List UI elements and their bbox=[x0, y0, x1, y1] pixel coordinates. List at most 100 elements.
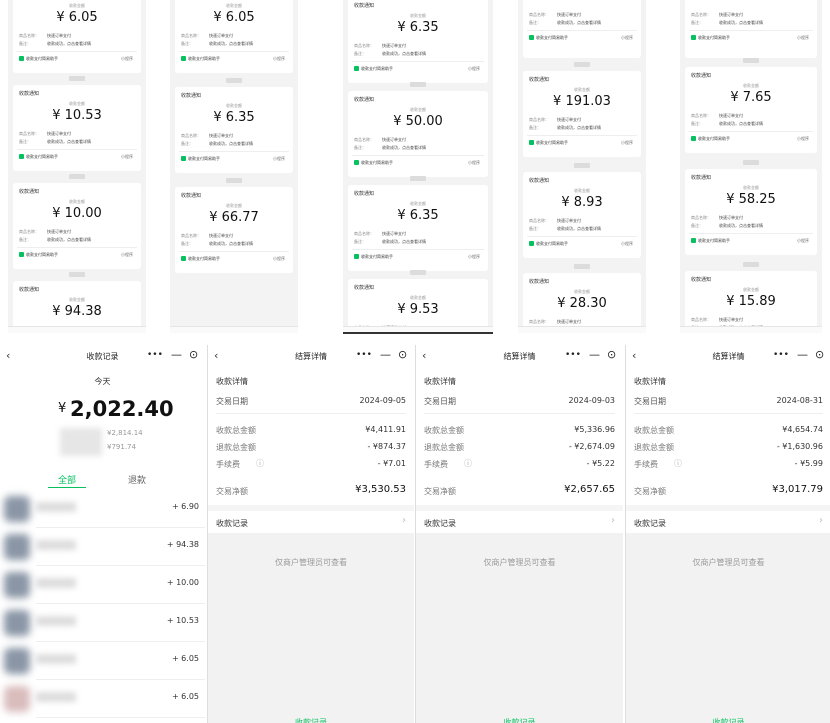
card-header: 收款通知 bbox=[529, 77, 550, 83]
name-blur bbox=[36, 540, 76, 550]
divider bbox=[634, 413, 823, 414]
divider bbox=[689, 30, 813, 31]
footer-right: 小程序 bbox=[121, 252, 133, 257]
footer-left: 收款支付简易助手 bbox=[536, 140, 568, 145]
field-value: 快速订单支付 bbox=[557, 218, 581, 223]
footer-left: 收款支付简易助手 bbox=[698, 136, 730, 141]
amount: ¥ 50.00 bbox=[393, 114, 443, 129]
card-header: 收款通知 bbox=[19, 189, 40, 195]
field-label: 备注： bbox=[19, 41, 31, 46]
field-label: 商品名称： bbox=[529, 218, 549, 223]
divider bbox=[689, 233, 813, 234]
record-amount: + 6.05 bbox=[171, 654, 199, 663]
detail-label: 手续费 bbox=[634, 460, 658, 469]
field-value: 快速订单支付 bbox=[209, 233, 233, 238]
page-title: 结算详情 bbox=[295, 352, 327, 361]
notification-card: 收款通知 收款金额 ¥ 6.35 商品名称： 快速订单支付 备注： 收款成功，点击查看详情收… bbox=[348, 0, 488, 83]
menu-icon: ••• bbox=[773, 350, 789, 360]
menu-icon: ••• bbox=[565, 350, 581, 360]
refund-amount: ¥791.74 bbox=[107, 443, 136, 451]
amount: ¥ 58.25 bbox=[726, 192, 776, 207]
close-icon: ⊙ bbox=[607, 348, 617, 361]
field-label: 商品名称： bbox=[19, 131, 39, 136]
field-label: 商品名称： bbox=[181, 33, 201, 38]
row-divider bbox=[36, 679, 205, 680]
mini-icon bbox=[181, 56, 186, 61]
detail-value: - ¥1,630.96 bbox=[776, 442, 823, 451]
footer-button: 收款记录 bbox=[712, 718, 745, 723]
close-icon: ⊙ bbox=[398, 348, 408, 361]
detail-label: 收款总金额 bbox=[634, 426, 674, 435]
amount: ¥ 8.93 bbox=[561, 195, 603, 210]
field-label: 商品名称： bbox=[19, 229, 39, 234]
mini-icon bbox=[354, 254, 359, 259]
row-divider bbox=[36, 717, 205, 718]
amount-label: 收款金额 bbox=[226, 203, 242, 208]
time-chip bbox=[226, 78, 242, 83]
field-label: 备注： bbox=[529, 125, 541, 130]
card-header: 收款通知 bbox=[19, 287, 40, 293]
field-value: 快速订单支付 bbox=[382, 43, 406, 48]
field-label: 商品名称： bbox=[529, 12, 549, 17]
field-label: 备注： bbox=[354, 239, 366, 244]
feed-panel: 商品名称： 快速订单支付 备注： 收款成功，点击查看详情 收款支付简易助手 小程序 收款通知… bbox=[518, 0, 646, 333]
card-header: 收款通知 bbox=[691, 175, 712, 181]
field-label: 商品名称： bbox=[354, 231, 374, 236]
bottom-bar bbox=[170, 326, 298, 333]
notification-card: 收款通知 收款金额 ¥ 58.25 商品名称： 快速订单支付 备注： 收款成功，点击查看详情… bbox=[685, 169, 817, 255]
divider bbox=[179, 151, 289, 152]
card-header: 收款通知 bbox=[181, 193, 202, 199]
field-label: 商品名称： bbox=[691, 113, 711, 118]
amount-label: 收款金额 bbox=[574, 289, 590, 294]
field-label: 备注： bbox=[529, 20, 541, 25]
divider bbox=[208, 505, 414, 511]
detail-value: ¥5,336.96 bbox=[574, 425, 615, 434]
notification-card: 收款通知 收款金额 ¥ 10.00 商品名称： 快速订单支付 备注： 收款成功，点击查看详情… bbox=[13, 183, 141, 269]
amount: ¥ 66.77 bbox=[209, 210, 259, 225]
field-label: 备注： bbox=[181, 141, 193, 146]
time-chip bbox=[410, 82, 426, 87]
feed-panel: 收款通知 收款金额 ¥ 6.35 商品名称： 快速订单支付 备注： 收款成功，点击查看详情收… bbox=[343, 0, 493, 333]
name-blur bbox=[36, 616, 76, 626]
record-amount: + 6.90 bbox=[171, 502, 199, 511]
footer-left: 收款支付简易助手 bbox=[26, 154, 58, 159]
card-header: 收款通知 bbox=[354, 285, 375, 291]
field-value: 收款成功，点击查看详情 bbox=[47, 139, 91, 144]
gray-area bbox=[416, 533, 623, 723]
back-icon: ‹ bbox=[214, 349, 219, 362]
footer-left: 收款支付简易助手 bbox=[536, 241, 568, 246]
minimize-icon: — bbox=[171, 348, 182, 361]
settlement-panel: ‹ ••• — ⊙ 结算详情 收款详情 交易日期 2024-08-31 收款总金额 ¥4,654.… bbox=[625, 345, 830, 723]
mini-icon bbox=[19, 56, 24, 61]
field-value: 快速订单支付 bbox=[719, 113, 743, 118]
avatar-blur bbox=[4, 648, 30, 674]
record-link: 收款记录 bbox=[634, 519, 666, 528]
amount-label: 收款金额 bbox=[69, 297, 85, 302]
footer-left: 收款支付简易助手 bbox=[188, 56, 220, 61]
close-icon: ⊙ bbox=[189, 348, 199, 361]
date-value: 2024-08-31 bbox=[776, 396, 824, 405]
field-label: 商品名称： bbox=[529, 117, 549, 122]
menu-icon: ••• bbox=[356, 350, 372, 360]
row-divider bbox=[36, 641, 205, 642]
amount-label: 收款金额 bbox=[574, 87, 590, 92]
time-chip bbox=[226, 178, 242, 183]
bottom-bar bbox=[343, 326, 493, 333]
field-value: 快速订单支付 bbox=[557, 12, 581, 17]
amount: ¥ 28.30 bbox=[557, 296, 607, 311]
field-value: 快速订单支付 bbox=[557, 117, 581, 122]
detail-value: ¥4,411.91 bbox=[365, 425, 406, 434]
amount: ¥ 15.89 bbox=[726, 294, 776, 309]
avatar-blur bbox=[4, 496, 30, 522]
record-amount: + 6.05 bbox=[171, 692, 199, 701]
field-value: 快速订单支付 bbox=[382, 231, 406, 236]
footer-right: 小程序 bbox=[273, 156, 285, 161]
page-title: 收款记录 bbox=[86, 352, 119, 361]
footer-button: 收款记录 bbox=[503, 718, 536, 723]
card-header: 收款通知 bbox=[181, 93, 202, 99]
time-chip bbox=[574, 62, 590, 67]
record-amount: + 94.38 bbox=[166, 540, 199, 549]
